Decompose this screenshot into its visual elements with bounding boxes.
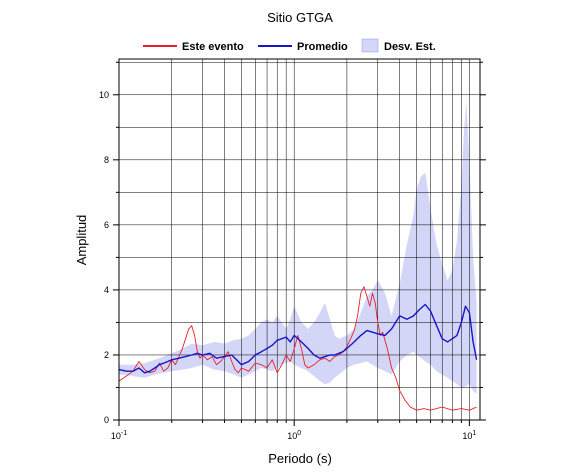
x-axis-label: Periodo (s) (268, 451, 332, 466)
y-tick-label: 8 (104, 155, 109, 165)
x-tick-label: 100 (287, 430, 301, 441)
legend: Este evento Promedio Desv. Est. (143, 38, 436, 53)
x-tick-label: 101 (462, 430, 476, 441)
ticks: 0 2 4 6 8 10 10-1 100 101 (99, 61, 486, 441)
legend-label-este-evento: Este evento (182, 41, 244, 53)
y-tick-label: 4 (104, 285, 109, 295)
y-tick-label: 10 (99, 90, 109, 100)
x-tick-label: 10-1 (111, 430, 127, 441)
y-tick-label: 2 (104, 350, 109, 360)
legend-label-desv-est: Desv. Est. (384, 41, 436, 53)
legend-swatch-desv-est (361, 38, 379, 53)
plot-frame (118, 58, 481, 421)
y-tick-label: 6 (104, 220, 109, 230)
legend-label-promedio: Promedio (297, 41, 348, 53)
series-line-promedio (118, 303, 478, 374)
series-line-este-evento (118, 286, 477, 411)
y-tick-label: 0 (104, 415, 109, 425)
chart-title: Sitio GTGA (267, 10, 333, 25)
std-dev-band-layer (119, 101, 477, 395)
series-layer (118, 286, 478, 411)
std-dev-band (119, 101, 477, 395)
y-axis-label: Amplitud (74, 215, 89, 266)
grid (118, 59, 480, 420)
